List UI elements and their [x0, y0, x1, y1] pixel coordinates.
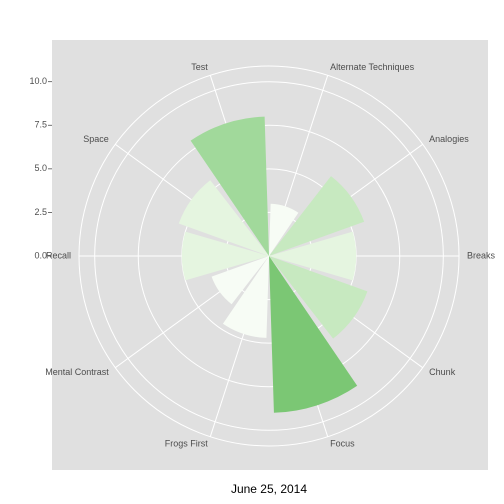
category-label: Breaks: [467, 250, 496, 260]
category-label: Space: [83, 134, 109, 144]
y-tick-label: 2.5: [34, 207, 47, 217]
y-tick-label: 10.0: [29, 76, 47, 86]
category-label: Focus: [330, 439, 355, 449]
y-tick-label: 0.0: [34, 250, 47, 260]
category-label: Chunk: [429, 367, 456, 377]
bar: [269, 203, 299, 256]
bar: [190, 116, 269, 257]
category-label: Mental Contrast: [45, 367, 109, 377]
bar: [211, 256, 269, 305]
x-axis-label: June 25, 2014: [231, 482, 307, 496]
bar: [269, 231, 357, 281]
bar: [269, 256, 368, 339]
category-label: Test: [191, 62, 208, 72]
bar: [181, 231, 269, 281]
category-label: Analogies: [429, 134, 469, 144]
y-tick-label: 5.0: [34, 163, 47, 173]
bar: [178, 180, 269, 256]
y-tick-label: 7.5: [34, 120, 47, 130]
bar: [269, 176, 365, 256]
bar: [269, 256, 358, 413]
category-label: Recall: [46, 250, 71, 260]
category-label: Alternate Techniques: [330, 62, 414, 72]
category-label: Frogs First: [165, 439, 209, 449]
bar: [222, 256, 269, 338]
